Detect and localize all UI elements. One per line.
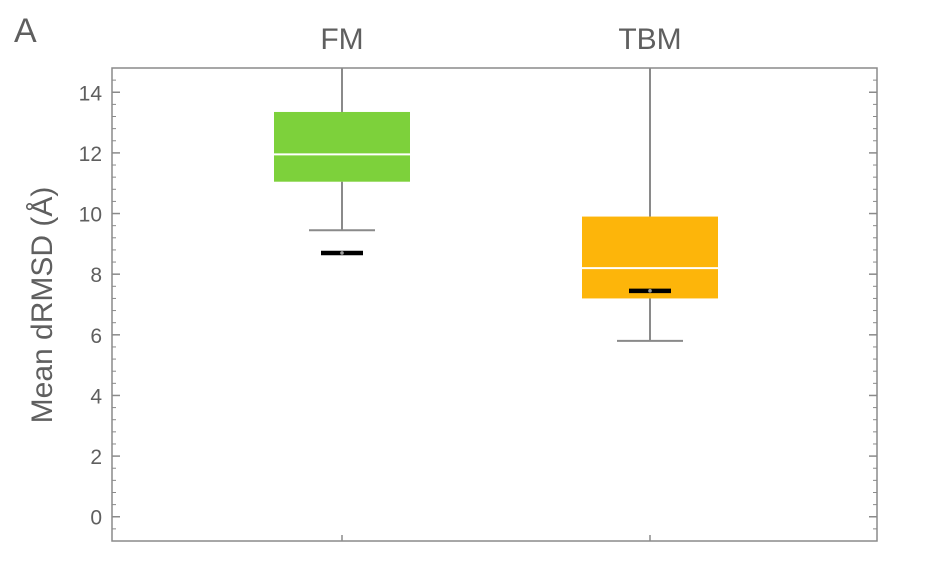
panel-label: A: [14, 12, 37, 50]
reference-marker-dot: [648, 289, 652, 293]
iqr-box: [274, 111, 410, 182]
y-tick-label: 12: [79, 143, 102, 166]
y-axis-ticks: 0 2 4 6 8 10 12 14: [79, 67, 877, 542]
category-labels: FM TBM: [320, 23, 681, 56]
iqr-box: [582, 216, 718, 299]
box-series: [274, 68, 718, 541]
y-tick-label: 2: [90, 446, 102, 469]
y-tick-label: 0: [90, 507, 102, 530]
box-fm: [274, 68, 410, 541]
y-tick-label: 4: [90, 385, 102, 408]
y-tick-label: 14: [79, 82, 103, 105]
box-tbm: [582, 68, 718, 541]
reference-marker-dot: [340, 251, 344, 255]
category-label-tbm: TBM: [618, 23, 681, 56]
y-tick-label: 6: [90, 325, 102, 348]
y-axis-title: Mean dRMSD (Å): [26, 187, 59, 424]
y-tick-label: 8: [90, 264, 102, 287]
category-label-fm: FM: [320, 23, 363, 56]
y-tick-label: 10: [79, 204, 102, 227]
plot-frame: [111, 67, 878, 542]
